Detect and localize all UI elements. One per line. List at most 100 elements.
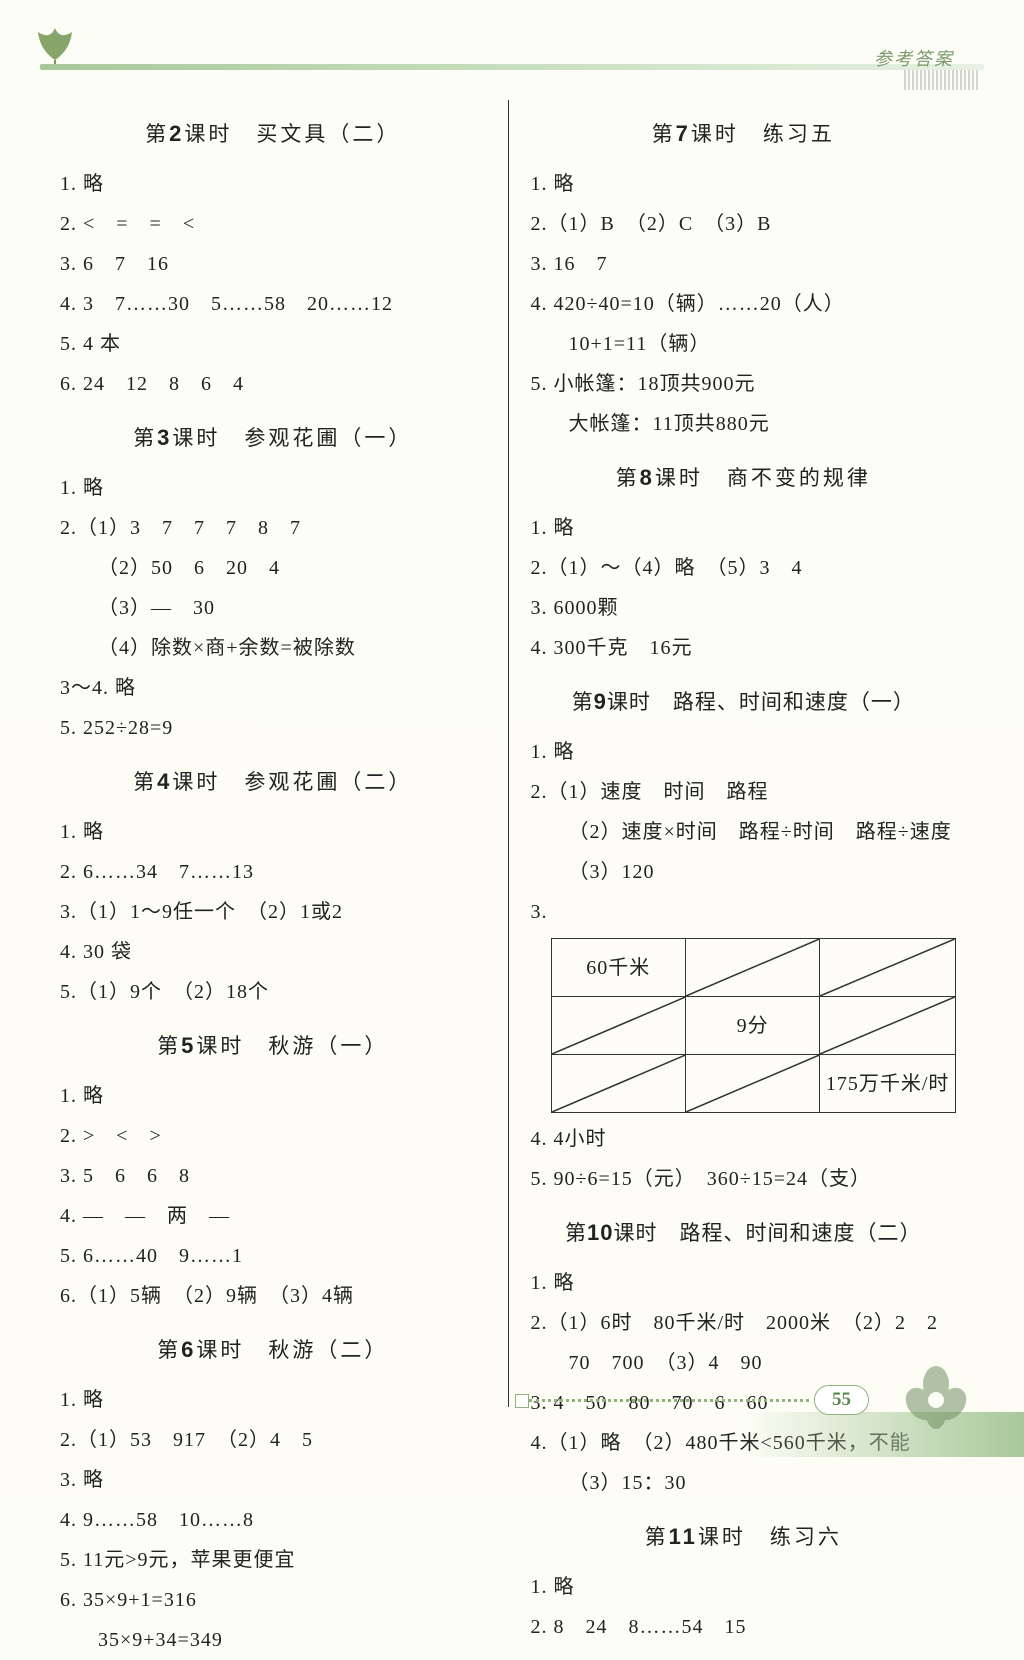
answer-line: 4. 9……58 10……8 [60,1500,486,1540]
answer-line: 1. 略 [531,732,957,772]
answer-line: 1. 略 [531,508,957,548]
footer-dots [529,1399,809,1402]
right-column: 第7课时 练习五 1. 略 2.（1）B （2）C （3）B 3. 16 7 4… [509,100,975,1407]
answer-line: 5. 252÷28=9 [60,708,486,748]
answer-line: 4. — — 两 — [60,1196,486,1236]
answer-line: 2. 6……34 7……13 [60,852,486,892]
answer-line: 2. > < > [60,1116,486,1156]
answer-line: 5. 4 本 [60,324,486,364]
lesson-5-title: 第5课时 秋游（一） [60,1024,486,1068]
answer-line: 5. 11元>9元，苹果更便宜 [60,1540,486,1580]
answer-line: 10+1=11（辆） [531,324,957,364]
title-num: 9 [594,689,607,714]
table-cell-diag [551,1055,685,1113]
title-text: 第 [616,466,640,490]
answer-line: 1. 略 [60,164,486,204]
speed-table: 60千米 9分 175万千米/时 [551,938,957,1113]
table-cell: 60千米 [551,939,685,997]
title-text: 课时 买文具（二） [184,122,400,146]
answer-line: 6. 35×9+1=316 [60,1580,486,1620]
answer-line: （3）120 [531,852,957,892]
lesson-8-title: 第8课时 商不变的规律 [531,456,957,500]
answer-line: 2.（1）B （2）C （3）B [531,204,957,244]
flower-icon [899,1362,974,1437]
header-title: 参考答案 [874,45,954,71]
title-text: 课时 练习六 [698,1525,842,1549]
answer-line: 1. 略 [60,812,486,852]
answer-line: 3. 6 7 16 [60,244,486,284]
table-row: 60千米 [551,939,956,997]
answer-line: 4. 30 袋 [60,932,486,972]
table-row: 175万千米/时 [551,1055,956,1113]
answer-line: 3～4. 略 [60,668,486,708]
lesson-6-title: 第6课时 秋游（二） [60,1328,486,1372]
answer-line: 1. 略 [531,164,957,204]
table-cell: 9分 [685,997,819,1055]
left-column: 第2课时 买文具（二） 1. 略 2. < = = < 3. 6 7 16 4.… [50,100,509,1407]
title-text: 课时 路程、时间和速度（一） [607,690,915,714]
title-text: 第 [157,1338,181,1362]
answer-line: 2.（1）～（4）略 （5）3 4 [531,548,957,588]
answer-line: 5. 小帐篷：18顶共900元 [531,364,957,404]
title-num: 11 [669,1524,698,1549]
table-cell-diag [551,997,685,1055]
title-text: 第 [645,1525,669,1549]
answer-line: 3.（1）1～9任一个 （2）1或2 [60,892,486,932]
lesson-7-title: 第7课时 练习五 [531,112,957,156]
answer-line: 2.（1）3 7 7 7 8 7 [60,508,486,548]
title-text: 课时 商不变的规律 [655,466,871,490]
title-num: 10 [587,1220,613,1245]
footer-gradient [744,1412,1024,1457]
answer-line: （4）除数×商+余数=被除数 [60,628,486,668]
title-text: 课时 练习五 [691,122,835,146]
answer-line: 6.（1）5辆 （2）9辆 （3）4辆 [60,1276,486,1316]
title-num: 3 [157,425,172,450]
answer-line: 70 700 （3）4 90 [531,1343,957,1383]
title-num: 5 [181,1033,196,1058]
answer-line: 3. [531,892,957,932]
answer-line: 5. 6……40 9……1 [60,1236,486,1276]
answer-line: 3. 略 [60,1460,486,1500]
answer-line: 5. 90÷6=15（元） 360÷15=24（支） [531,1159,957,1199]
answer-line: （3）15：30 [531,1463,957,1503]
title-num: 4 [157,769,172,794]
answer-line: 4. 300千克 16元 [531,628,957,668]
page-number: 55 [814,1385,869,1415]
title-text: 第 [133,770,157,794]
title-text: 第 [157,1034,181,1058]
header-rule [40,64,984,70]
answer-line: 4. 420÷40=10（辆）……20（人） [531,284,957,324]
answer-line: 2.（1）速度 时间 路程 [531,772,957,812]
title-text: 课时 路程、时间和速度（二） [613,1221,921,1245]
title-text: 第 [652,122,676,146]
ginkgo-leaf-icon [30,20,80,65]
table-cell-diag [685,939,819,997]
lesson-9-title: 第9课时 路程、时间和速度（一） [531,680,957,724]
lesson-2-title: 第2课时 买文具（二） [60,112,486,156]
table-cell: 175万千米/时 [820,1055,956,1113]
answer-line: 2.（1）6时 80千米/时 2000米 （2）2 2 [531,1303,957,1343]
answer-line: 3. 16 7 [531,244,957,284]
answer-line: （2）速度×时间 路程÷时间 路程÷速度 [531,812,957,852]
answer-line: 3. 5 6 6 8 [60,1156,486,1196]
answer-line: 大帐篷：11顶共880元 [531,404,957,444]
title-text: 第 [572,690,594,714]
content-area: 第2课时 买文具（二） 1. 略 2. < = = < 3. 6 7 16 4.… [50,100,974,1407]
answer-line: 2. 8 24 8……54 15 [531,1607,957,1647]
barcode-decoration-icon [904,70,979,90]
answer-line: 1. 略 [531,1263,957,1303]
title-text: 课时 参观花圃（二） [172,770,412,794]
table-cell-diag [820,997,956,1055]
answer-line: 4. 4小时 [531,1119,957,1159]
title-num: 8 [640,465,655,490]
answer-line: 6. 24 12 8 6 4 [60,364,486,404]
answer-line: 1. 略 [60,468,486,508]
title-text: 第 [565,1221,587,1245]
answer-line: 1. 略 [60,1076,486,1116]
lesson-4-title: 第4课时 参观花圃（二） [60,760,486,804]
table-cell-diag [820,939,956,997]
answer-line: 3. 6000颗 [531,588,957,628]
answer-line: 2. < = = < [60,204,486,244]
answer-line: 5.（1）9个 （2）18个 [60,972,486,1012]
title-num: 2 [169,121,184,146]
